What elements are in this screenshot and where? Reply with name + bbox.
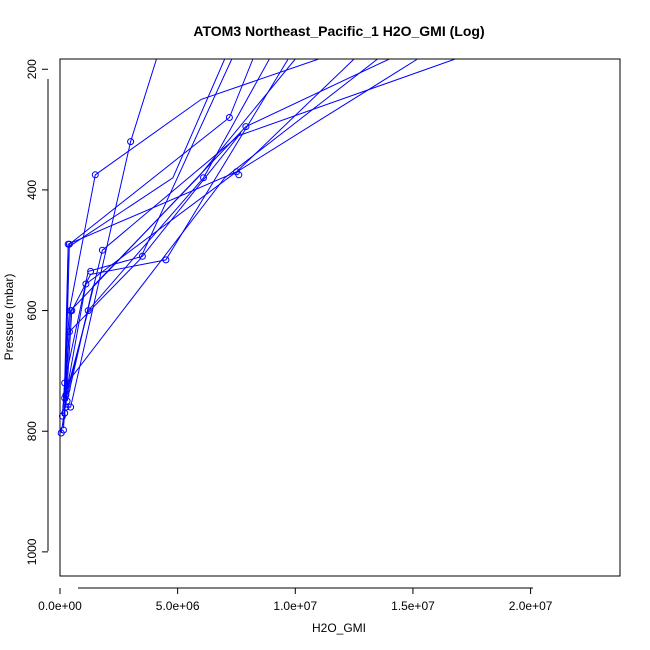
data-point [60,426,67,434]
x-tick-label: 1.0e+07 [273,599,317,613]
x-tick-label: 5.0e+06 [156,599,200,613]
data-point [200,174,207,182]
data-point [65,328,73,336]
x-tick-label: 1.5e+07 [391,599,435,613]
data-point [138,252,146,260]
data-point [68,307,76,315]
data-point [91,171,99,179]
data-point [87,267,95,275]
data-point [235,171,243,179]
series-line [61,59,319,417]
data-point [225,114,233,121]
series-line [66,59,296,402]
series-line [61,59,233,417]
plot-series-group [60,59,456,434]
data-point [162,256,170,264]
data-point [127,138,135,146]
plot-points-group [57,114,250,437]
y-tick-label: 1000 [25,538,39,565]
series-line [66,59,418,390]
data-point [98,246,106,254]
data-point [84,307,92,315]
y-axis-ticks: 200 400 600 800 1000 [25,59,48,565]
data-point [65,240,73,248]
data-point [67,403,75,411]
x-axis-ticks: 0.0e+00 5.0e+06 1.0e+07 1.5e+07 2.0e+07 [38,588,553,613]
series-line [64,59,254,414]
series-line [64,59,378,399]
series-line [65,59,289,408]
data-point [242,123,250,131]
series-line [60,59,456,434]
data-point [63,385,71,393]
x-tick-label: 0.0e+00 [38,599,82,613]
x-axis-label: H2O_GMI [312,621,366,635]
series-line [65,59,270,396]
plot-frame [59,58,621,577]
y-tick-label: 200 [25,59,39,79]
series-line [62,59,157,408]
y-axis-label: Pressure (mbar) [2,274,16,361]
y-tick-label: 400 [25,180,39,200]
y-tick-label: 800 [25,421,39,441]
y-tick-label: 600 [25,300,39,320]
series-line [64,59,226,420]
data-point [61,379,69,387]
x-tick-label: 2.0e+07 [509,599,553,613]
data-point [82,280,90,288]
chart-title: ATOM3 Northeast_Pacific_1 H2O_GMI (Log) [193,23,484,39]
